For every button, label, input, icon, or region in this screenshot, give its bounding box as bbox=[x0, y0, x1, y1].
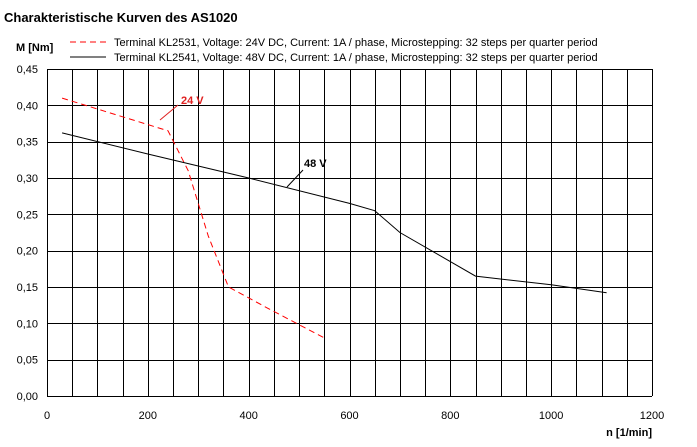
y-tick-label: 0,00 bbox=[17, 391, 38, 403]
grid bbox=[47, 69, 653, 397]
x-axis-ticks: 0 200 400 600 800 1000 1200 bbox=[44, 410, 664, 422]
y-tick-label: 0,10 bbox=[17, 318, 38, 330]
x-tick-label: 0 bbox=[44, 410, 50, 422]
y-axis-ticks: 0,00 0,05 0,10 0,15 0,20 0,25 0,30 0,35 0,40 0,45 bbox=[17, 64, 38, 403]
x-tick-label: 1000 bbox=[539, 410, 563, 422]
annotation-48v-pointer bbox=[286, 169, 304, 188]
series-lines bbox=[61, 97, 607, 339]
y-tick-label: 0,40 bbox=[17, 100, 38, 112]
series-line-24v bbox=[61, 97, 325, 339]
annotation-48v: 48 V bbox=[286, 158, 327, 188]
series-line-48v bbox=[61, 132, 607, 294]
y-tick-label: 0,45 bbox=[17, 64, 38, 76]
y-tick-label: 0,05 bbox=[17, 355, 38, 367]
legend: Terminal KL2531, Voltage: 24V DC, Curren… bbox=[70, 37, 598, 64]
x-tick-label: 400 bbox=[239, 410, 257, 422]
chart-title: Charakteristische Kurven des AS1020 bbox=[4, 10, 238, 25]
annotation-48v-label: 48 V bbox=[304, 158, 327, 170]
y-axis-label: M [Nm] bbox=[16, 42, 54, 54]
y-tick-label: 0,15 bbox=[17, 282, 38, 294]
x-axis-label: n [1/min] bbox=[606, 427, 652, 439]
annotation-24v-pointer bbox=[159, 104, 179, 121]
x-tick-label: 1200 bbox=[640, 410, 664, 422]
x-tick-label: 800 bbox=[441, 410, 459, 422]
x-tick-label: 600 bbox=[340, 410, 358, 422]
x-tick-label: 200 bbox=[139, 410, 157, 422]
y-tick-label: 0,30 bbox=[17, 173, 38, 185]
y-tick-label: 0,20 bbox=[17, 246, 38, 258]
y-tick-label: 0,35 bbox=[17, 137, 38, 149]
y-tick-label: 0,25 bbox=[17, 209, 38, 221]
legend-label-24v: Terminal KL2531, Voltage: 24V DC, Curren… bbox=[114, 37, 598, 49]
annotation-24v-label: 24 V bbox=[181, 95, 204, 107]
annotation-24v: 24 V bbox=[159, 95, 204, 121]
legend-label-48v: Terminal KL2541, Voltage: 48V DC, Curren… bbox=[114, 52, 598, 64]
